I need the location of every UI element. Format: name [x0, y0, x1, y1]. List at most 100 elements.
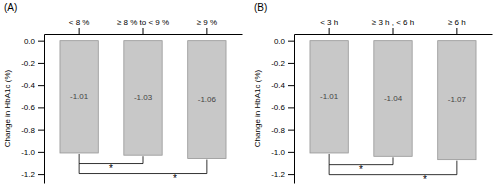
tick: -0.2 [21, 59, 44, 68]
tick-label: < 3 h [320, 18, 338, 27]
tick-label: ≥ 9 % [197, 18, 217, 27]
significance-bracket [393, 157, 394, 164]
tick-label: ≥ 6 h [448, 18, 466, 27]
tick-label: -0.4 [271, 81, 285, 90]
x-axis: < 8 % ≥ 8 % to < 9 % ≥ 9 % [45, 18, 243, 35]
tick-mark [38, 107, 44, 108]
significance-bracket [329, 174, 457, 175]
bars [60, 41, 226, 159]
significance-bracket [79, 154, 80, 164]
tick-mark [288, 107, 294, 108]
data-label: -1.03 [134, 93, 153, 102]
significance-star: * [359, 164, 363, 175]
data-labels: -1.01 -1.03 -1.06 [70, 92, 217, 104]
tick-mark [288, 152, 294, 153]
tick-mark [393, 28, 394, 34]
tick-mark [143, 28, 144, 34]
tick: -1.0 [21, 148, 44, 157]
tick: 0.0 [24, 37, 44, 46]
data-label: -1.04 [384, 94, 403, 103]
bar [60, 41, 98, 153]
tick-mark [288, 85, 294, 86]
tick-label: 0.0 [24, 37, 36, 46]
tick-mark [288, 41, 294, 42]
tick-label: -0.8 [271, 126, 285, 135]
tick-mark [38, 130, 44, 131]
tick-label: -1.2 [271, 170, 285, 179]
axis-line [294, 35, 295, 184]
tick-label: ≥ 8 % to < 9 % [117, 18, 169, 27]
significance-star: * [173, 173, 177, 184]
tick-mark [206, 28, 207, 34]
significance-star: * [423, 174, 427, 185]
panel-label: (A) [4, 2, 17, 13]
tick-mark [79, 28, 80, 34]
tick-label: -0.8 [21, 126, 35, 135]
tick-label: -0.6 [21, 103, 35, 112]
significance-bracket [143, 156, 144, 163]
annotations: ** [329, 154, 457, 185]
tick: ≥ 3 h , < 6 h [372, 18, 414, 34]
tick-mark [288, 174, 294, 175]
panel-label: (B) [254, 2, 267, 13]
bar [438, 41, 476, 160]
tick-mark [288, 63, 294, 64]
significance-bracket [206, 160, 207, 174]
tick: -0.6 [21, 103, 44, 112]
significance-bracket [79, 164, 80, 174]
bar [374, 41, 412, 157]
tick-mark [38, 174, 44, 175]
y-axis: 0.0 -0.2 -0.4 -0.6 -0.8 -1.0 -1.2 [21, 35, 44, 184]
tick-mark [38, 152, 44, 153]
tick-mark [329, 28, 330, 34]
bar [310, 41, 348, 153]
axis-line [44, 35, 45, 184]
tick: -0.8 [271, 126, 294, 135]
tick: 0.0 [274, 37, 294, 46]
axis-line [45, 34, 243, 35]
bars [310, 41, 476, 160]
tick-label: 0.0 [274, 37, 286, 46]
tick-label: -0.2 [271, 59, 285, 68]
tick: ≥ 6 h [448, 18, 466, 34]
tick-label: -1.0 [21, 148, 35, 157]
tick-label: ≥ 3 h , < 6 h [372, 18, 414, 27]
tick-label: -1.0 [271, 148, 285, 157]
tick-label: -1.2 [21, 170, 35, 179]
data-labels: -1.01 -1.04 -1.07 [320, 92, 467, 104]
tick: -1.2 [21, 170, 44, 179]
tick-mark [38, 85, 44, 86]
panel: 0.0 -0.2 -0.4 -0.6 -0.8 -1.0 -1.2 < 8 % ≥ 8 % to… [3, 2, 243, 184]
tick-mark [38, 41, 44, 42]
data-label: -1.07 [448, 95, 467, 104]
tick: ≥ 8 % to < 9 % [117, 18, 169, 34]
chart: 0.0 -0.2 -0.4 -0.6 -0.8 -1.0 -1.2 < 8 % ≥ 8 % to… [0, 0, 500, 191]
significance-bracket [79, 173, 207, 174]
panel: 0.0 -0.2 -0.4 -0.6 -0.8 -1.0 -1.2 < 3 h ≥ 3 h , … [253, 2, 493, 185]
tick-label: -0.2 [21, 59, 35, 68]
y-axis: 0.0 -0.2 -0.4 -0.6 -0.8 -1.0 -1.2 [271, 35, 294, 184]
y-axis-title: Change in HbA1c (%) [3, 69, 12, 147]
data-label: -1.06 [198, 95, 217, 104]
bar [188, 41, 226, 159]
significance-bracket [329, 154, 330, 165]
tick-label: -0.6 [271, 103, 285, 112]
tick: < 8 % [69, 18, 90, 34]
tick: -0.6 [271, 103, 294, 112]
significance-bracket [456, 161, 457, 175]
tick: -0.2 [271, 59, 294, 68]
tick-mark [38, 63, 44, 64]
data-label: -1.01 [70, 92, 89, 101]
tick-label: < 8 % [69, 18, 90, 27]
significance-star: * [109, 163, 113, 174]
tick: -0.4 [271, 81, 294, 90]
tick: -1.0 [271, 148, 294, 157]
bar [124, 41, 162, 156]
significance-bracket [329, 165, 330, 175]
data-label: -1.01 [320, 92, 339, 101]
tick: -0.8 [21, 126, 44, 135]
axis-line [295, 34, 493, 35]
tick: -0.4 [21, 81, 44, 90]
y-axis-title: Change in HbA1c (%) [253, 69, 262, 147]
tick-mark [456, 28, 457, 34]
